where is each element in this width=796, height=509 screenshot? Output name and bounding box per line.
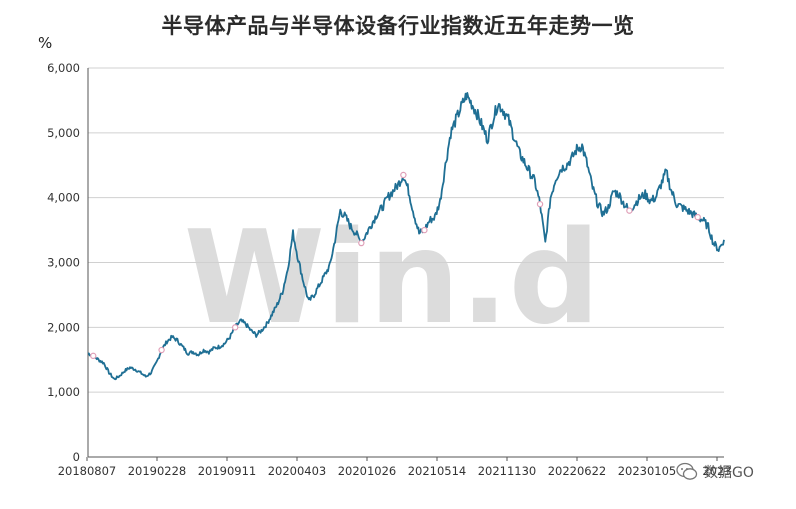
y-tick-label: 1,000 [47,385,80,399]
x-tick-label: 20230105 [618,464,677,478]
y-tick-label: 6,000 [47,61,80,75]
y-tick-label: 4,000 [47,191,80,205]
x-tick-label: 20210514 [408,464,467,478]
y-tick-label: 0 [73,450,80,464]
x-tick-label: 20201026 [338,464,397,478]
x-tick-label: 20211130 [478,464,537,478]
series-line [87,92,725,381]
data-point-marker [231,324,239,331]
data-point-marker [421,226,428,234]
data-point-marker [90,352,97,360]
wechat-icon [676,462,698,482]
data-point-marker [536,200,544,208]
y-unit-label: % [38,34,53,52]
axes [87,68,724,458]
brand-label: 数据GO [704,465,754,481]
data-point-marker [694,213,701,221]
data-point-marker [626,207,633,214]
watermark-text: Win.d [184,204,600,353]
x-axis-ticks: 20180807 20190228 20190911 20200403 20201026… [58,457,732,478]
y-tick-label: 3,000 [47,256,80,270]
brand-badge: 数据GO [676,462,754,482]
x-tick-label: 20190228 [128,464,187,478]
data-point-marker [158,346,165,354]
x-tick-label: 20190911 [198,464,257,478]
watermark: Win.d [184,204,600,353]
data-point-marker [400,171,407,179]
chart-title: 半导体产品与半导体设备行业指数近五年走势一览 [161,14,635,38]
data-point-marker [358,239,365,247]
x-tick-label: 20200403 [268,464,327,478]
y-tick-label: 5,000 [47,126,80,140]
y-tick-label: 2,000 [47,320,80,334]
x-tick-label: 2023 [702,464,731,478]
x-tick-label: 20220622 [548,464,607,478]
x-tick-label: 20180807 [58,464,117,478]
series [87,92,725,381]
y-axis-ticks: 0 1,000 2,000 3,000 4,000 5,000 6,000 [47,61,80,464]
